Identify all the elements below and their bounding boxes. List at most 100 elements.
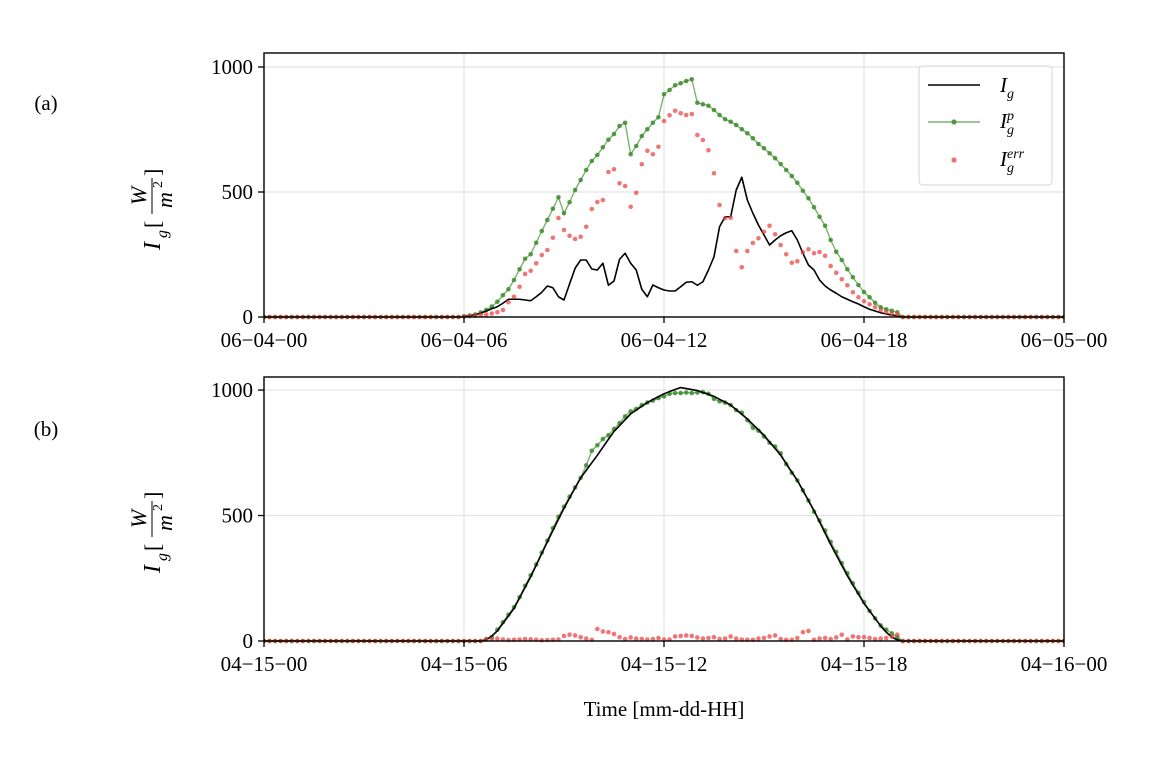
series-i-g-err: [264, 108, 1064, 320]
data-point: [795, 180, 800, 186]
data-point: [811, 250, 817, 256]
data-point: [667, 112, 672, 118]
data-point: [772, 155, 778, 161]
data-point: [833, 635, 839, 640]
data-point: [778, 242, 783, 248]
data-point: [478, 312, 483, 318]
data-point: [706, 635, 711, 641]
data-point: [883, 309, 889, 315]
data-point: [728, 215, 733, 221]
data-point: [772, 231, 778, 237]
data-point: [683, 633, 689, 638]
y-axis-label: Ig [W m 2]: [126, 492, 177, 574]
y-tick-label: 0: [243, 629, 254, 653]
data-point: [717, 112, 722, 118]
data-point: [650, 636, 656, 642]
data-point: [678, 110, 683, 116]
data-point: [522, 256, 528, 262]
data-point: [761, 229, 767, 235]
data-point: [828, 636, 833, 642]
data-point: [828, 263, 833, 269]
data-point: [733, 122, 739, 128]
data-point: [700, 101, 706, 107]
data-point: [656, 635, 661, 641]
data-point: [695, 635, 700, 640]
data-point: [495, 636, 500, 641]
data-point: [728, 634, 733, 639]
legend: Ig Igp Igerr: [918, 65, 1053, 186]
data-point: [750, 135, 756, 141]
data-point: [589, 158, 595, 164]
panel-b: 04−15−00 04−15−06 04−15−12 04−15−18 04−16−00…: [34, 376, 1107, 721]
data-point: [711, 634, 717, 640]
data-point: [511, 294, 517, 300]
data-point: [878, 636, 883, 641]
data-point: [733, 636, 739, 641]
data-point: [578, 634, 583, 640]
data-point: [756, 235, 761, 241]
x-tick-label: 06−04−12: [621, 328, 708, 352]
data-point: [567, 199, 572, 205]
data-point: [845, 282, 850, 288]
data-point: [545, 217, 550, 223]
data-point: [722, 215, 728, 221]
data-point: [495, 309, 500, 315]
data-point: [833, 270, 839, 276]
data-point: [567, 632, 572, 638]
data-point: [589, 206, 595, 212]
data-point: [761, 145, 767, 151]
data-point: [783, 167, 789, 173]
data-point: [856, 634, 861, 640]
data-point: [889, 310, 895, 316]
data-point: [617, 180, 622, 186]
data-point: [572, 236, 578, 242]
y-label-bracket-open: [: [140, 221, 165, 228]
data-point: [595, 152, 600, 158]
panel-label: (a): [34, 91, 57, 115]
data-point: [533, 240, 539, 246]
data-point: [522, 271, 528, 277]
data-point: [600, 144, 606, 150]
data-point: [861, 298, 867, 304]
legend-label-igerr: Igerr: [999, 147, 1025, 176]
data-point: [678, 633, 683, 639]
legend-marker-igerr: [951, 157, 957, 163]
data-point: [522, 636, 528, 642]
data-point: [672, 82, 678, 88]
y-label-bracket-close: ]: [140, 169, 165, 176]
data-point: [511, 277, 517, 283]
data-point: [822, 223, 828, 229]
data-point: [895, 311, 900, 317]
data-point: [722, 636, 728, 641]
data-point: [606, 137, 611, 143]
data-point: [600, 436, 606, 442]
data-point: [739, 126, 745, 132]
y-label-symbol: I: [140, 564, 166, 574]
data-point: [561, 227, 567, 233]
data-point: [895, 632, 900, 638]
data-point: [622, 120, 628, 126]
data-point: [833, 249, 839, 255]
data-point: [611, 631, 617, 637]
x-tick-label: 06−04−06: [421, 328, 508, 352]
data-point: [467, 313, 472, 319]
data-point: [611, 166, 617, 172]
data-point: [489, 311, 495, 316]
data-point: [583, 224, 589, 230]
data-point: [822, 253, 828, 259]
x-tick-label: 06−04−18: [821, 328, 908, 352]
data-point: [850, 634, 856, 639]
data-point: [639, 133, 645, 139]
data-point: [839, 257, 845, 263]
data-point: [700, 137, 706, 143]
data-point: [600, 629, 606, 634]
x-tick-label: 06−05−00: [1021, 328, 1108, 352]
data-point: [795, 258, 800, 264]
data-point: [683, 78, 689, 84]
data-point: [539, 252, 545, 258]
data-point: [795, 635, 800, 641]
data-point: [628, 151, 633, 157]
data-point: [867, 635, 872, 641]
data-point: [678, 390, 683, 396]
